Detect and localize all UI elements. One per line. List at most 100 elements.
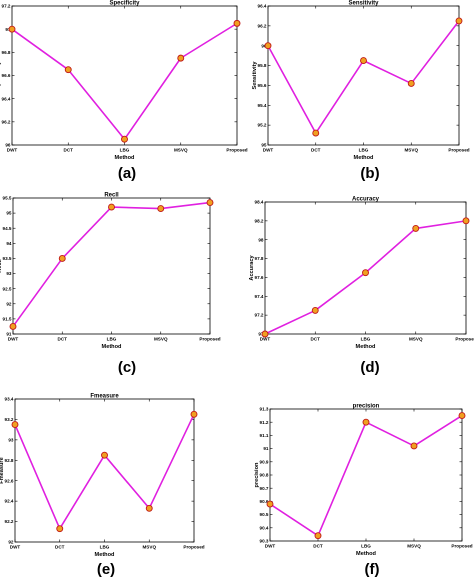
data-point bbox=[311, 306, 319, 314]
x-axis-label: Method bbox=[95, 552, 115, 558]
y-tick-label: 97.6 bbox=[255, 275, 264, 280]
x-tick-label: DWT bbox=[265, 544, 276, 549]
y-tick-label: 93.2 bbox=[5, 417, 14, 422]
chart-title: Specificity bbox=[109, 1, 140, 7]
data-point bbox=[206, 199, 214, 206]
data-point bbox=[314, 532, 322, 540]
x-tick-label: LBG bbox=[120, 148, 130, 153]
y-tick-label: 92.5 bbox=[3, 286, 12, 291]
data-point bbox=[11, 421, 19, 428]
chart-panel-4: Accuracy 97 97.2 97.4 97.6 97.8 98 98.2 98.4 DWT D… bbox=[249, 197, 474, 377]
panel-label: (c) bbox=[118, 359, 136, 376]
x-tick-label: MSVQ bbox=[154, 337, 168, 342]
x-tick-label: DWT bbox=[260, 337, 271, 342]
data-point bbox=[157, 205, 165, 213]
y-tick-label: 91 bbox=[6, 332, 12, 337]
x-tick-label: MSVQ bbox=[409, 337, 423, 342]
y-tick-label: 92.4 bbox=[5, 499, 14, 504]
data-point bbox=[177, 54, 185, 62]
x-axis-label: Method bbox=[102, 344, 122, 350]
chart-title: Sensitivity bbox=[348, 1, 379, 7]
y-tick-label: 93 bbox=[6, 271, 12, 276]
x-tick-label: MSVQ bbox=[407, 544, 421, 549]
x-tick-label: Proposed bbox=[448, 148, 469, 153]
y-tick-label: 90.8 bbox=[260, 473, 269, 478]
x-tick-label: Proposed bbox=[451, 544, 472, 549]
y-tick-label: 90.3 bbox=[260, 539, 269, 544]
data-point bbox=[362, 418, 370, 426]
y-tick-label: 90.5 bbox=[260, 512, 269, 517]
y-tick-label: 96.6 bbox=[2, 73, 11, 78]
x-tick-label: MSVQ bbox=[174, 148, 188, 153]
data-point bbox=[455, 17, 463, 25]
y-tick-label: 95.2 bbox=[258, 123, 267, 128]
y-tick-label: 91.1 bbox=[260, 433, 269, 438]
plot-frame bbox=[267, 5, 460, 146]
data-point bbox=[312, 129, 320, 137]
data-point bbox=[410, 442, 418, 450]
data-point bbox=[101, 451, 108, 459]
series-line bbox=[267, 20, 460, 134]
chart-title: Recll bbox=[104, 193, 119, 199]
data-point bbox=[458, 412, 466, 420]
chart-panel-1: Specificity 96 96.2 96.4 96.6 96.8 97 97.2 DWT DC… bbox=[0, 1, 248, 183]
x-tick-label: Proposed bbox=[199, 337, 220, 342]
series-line bbox=[264, 220, 467, 335]
data-point bbox=[190, 410, 198, 418]
data-point bbox=[64, 66, 72, 74]
y-tick-label: 92 bbox=[6, 301, 12, 306]
data-point bbox=[407, 79, 415, 87]
y-tick-label: 96 bbox=[261, 43, 267, 48]
data-point bbox=[121, 135, 128, 143]
panel-label: (e) bbox=[97, 561, 115, 578]
data-point bbox=[8, 25, 16, 33]
y-tick-label: 96 bbox=[5, 143, 11, 148]
chart-title: Fmeasure bbox=[90, 394, 119, 400]
chart-panel-3: Recll 91 91.5 92 92.5 93 93.5 94 94.5 95 95.5 DWT DC… bbox=[0, 193, 221, 377]
y-tick-label: 91.3 bbox=[260, 407, 269, 412]
y-tick-label: 93.5 bbox=[3, 256, 12, 261]
data-point bbox=[58, 254, 66, 262]
x-tick-label: DCT bbox=[58, 337, 68, 342]
x-tick-label: DCT bbox=[55, 545, 65, 550]
data-point bbox=[360, 57, 367, 65]
y-tick-label: 94.5 bbox=[3, 226, 12, 231]
x-tick-label: DCT bbox=[64, 148, 74, 153]
y-tick-label: 92 bbox=[8, 540, 14, 545]
x-tick-label: LBG bbox=[100, 545, 110, 550]
chart-title: Accuracy bbox=[352, 197, 380, 203]
y-tick-label: 90.6 bbox=[260, 499, 269, 504]
series-line bbox=[269, 414, 463, 537]
data-point bbox=[261, 330, 269, 338]
x-tick-label: LBG bbox=[361, 544, 371, 549]
x-tick-label: DWT bbox=[10, 545, 21, 550]
y-tick-label: 91.5 bbox=[3, 316, 12, 321]
series-line bbox=[14, 413, 195, 530]
panel-label: (a) bbox=[118, 165, 136, 182]
data-point bbox=[108, 203, 115, 211]
y-tick-label: 98.4 bbox=[255, 200, 264, 205]
series-line bbox=[11, 22, 238, 141]
data-point bbox=[266, 500, 274, 508]
data-point bbox=[412, 224, 420, 232]
y-tick-label: 92.8 bbox=[5, 458, 14, 463]
x-tick-label: DCT bbox=[313, 544, 323, 549]
data-point bbox=[9, 322, 17, 330]
y-axis-label: Accuracy bbox=[249, 255, 255, 281]
y-tick-label: 96.2 bbox=[258, 23, 267, 28]
y-tick-label: 96.4 bbox=[258, 4, 267, 9]
x-tick-label: DWT bbox=[263, 148, 274, 153]
y-tick-label: 92.2 bbox=[5, 519, 14, 524]
chart-title: precision bbox=[353, 404, 380, 410]
y-tick-label: 95.8 bbox=[258, 63, 267, 68]
x-tick-label: Proposed bbox=[183, 545, 204, 550]
plot-frame bbox=[11, 5, 238, 146]
panel-label: (b) bbox=[360, 165, 379, 182]
x-tick-label: LBG bbox=[107, 337, 117, 342]
y-axis-label: Fmeasure bbox=[0, 457, 5, 483]
y-tick-label: 97.8 bbox=[255, 256, 264, 261]
y-tick-label: 90.4 bbox=[260, 525, 269, 530]
y-tick-label: 93 bbox=[8, 437, 14, 442]
y-tick-label: 97.4 bbox=[255, 294, 264, 299]
y-tick-label: 97 bbox=[258, 332, 264, 337]
